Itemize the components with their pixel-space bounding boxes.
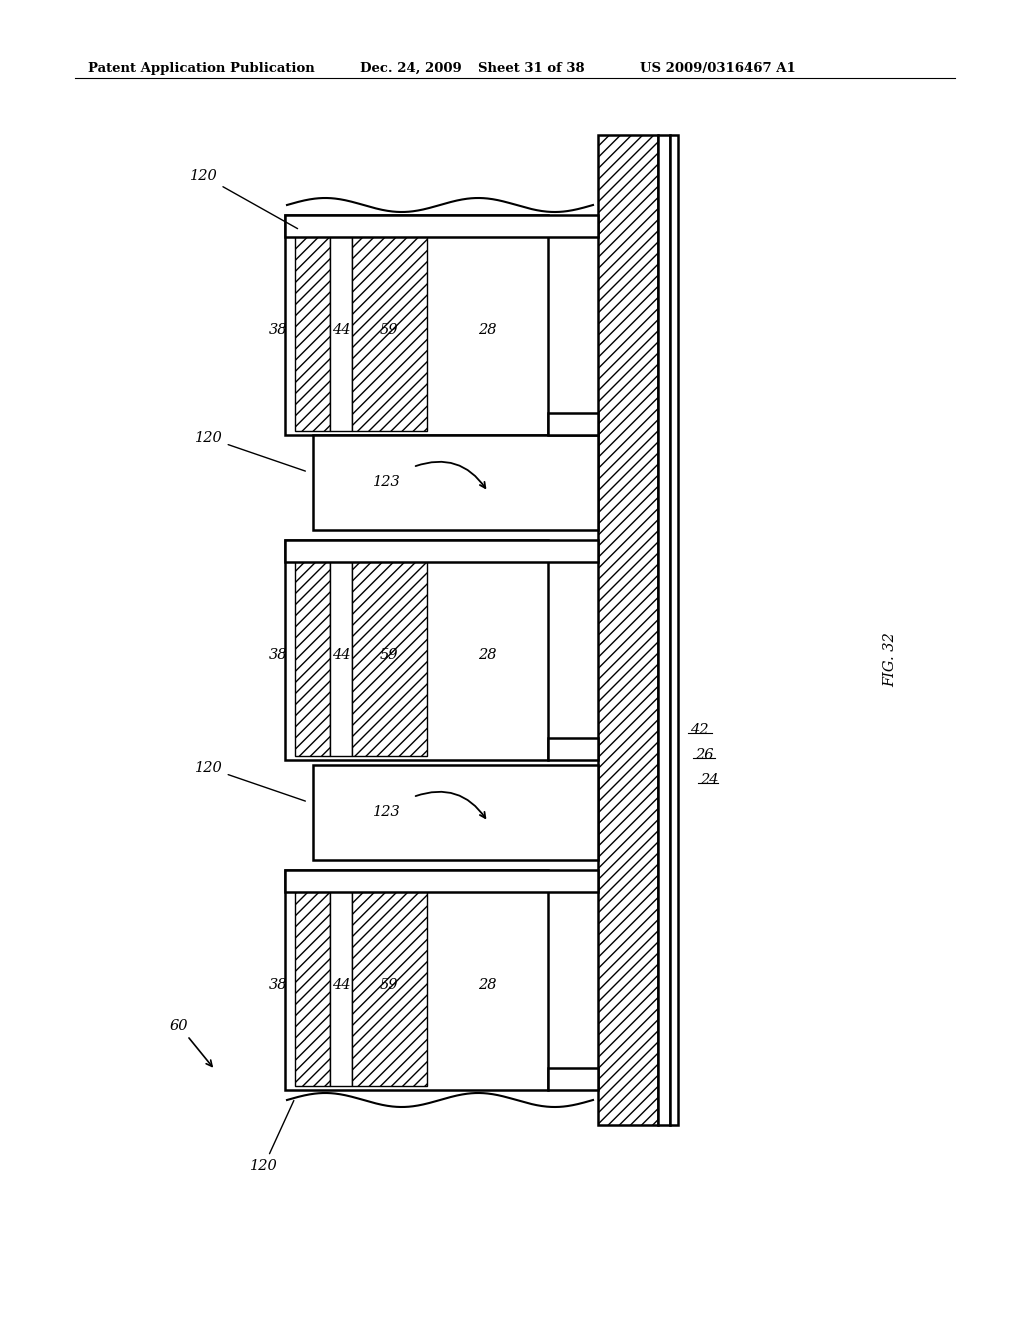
Text: 28: 28 [478, 648, 497, 663]
Text: 42: 42 [690, 723, 709, 737]
Text: 120: 120 [190, 169, 298, 228]
Bar [548, 1068, 598, 1090]
Bar [285, 540, 598, 562]
Text: 28: 28 [478, 323, 497, 337]
Bar [295, 544, 330, 756]
Text: Sheet 31 of 38: Sheet 31 of 38 [478, 62, 585, 75]
Text: 123: 123 [373, 475, 400, 488]
Bar [330, 874, 352, 1086]
Bar [548, 738, 598, 760]
Text: 44: 44 [332, 323, 350, 337]
Text: 123: 123 [373, 805, 400, 818]
Bar [295, 874, 330, 1086]
Text: 59: 59 [380, 323, 398, 337]
Text: Patent Application Publication: Patent Application Publication [88, 62, 314, 75]
Bar [285, 540, 548, 760]
Text: 26: 26 [695, 748, 714, 762]
Bar [658, 135, 670, 1125]
Bar [285, 870, 548, 1090]
Bar [352, 544, 427, 756]
Bar [670, 135, 678, 1125]
Text: US 2009/0316467 A1: US 2009/0316467 A1 [640, 62, 796, 75]
Bar [285, 870, 598, 892]
Bar [313, 436, 598, 531]
Bar [598, 135, 658, 1125]
Bar [330, 544, 352, 756]
Text: 38: 38 [268, 323, 287, 337]
Bar [313, 766, 598, 861]
Text: 120: 120 [195, 432, 305, 471]
Text: 44: 44 [332, 648, 350, 663]
Bar [548, 413, 598, 436]
Text: 120: 120 [195, 762, 305, 801]
Text: 24: 24 [700, 774, 719, 787]
Text: 59: 59 [380, 648, 398, 663]
Text: 38: 38 [268, 648, 287, 663]
Bar [352, 874, 427, 1086]
Text: 60: 60 [170, 1019, 212, 1067]
Bar [330, 219, 352, 432]
Bar [295, 219, 330, 432]
Text: 59: 59 [380, 978, 398, 993]
Text: 120: 120 [250, 1101, 294, 1173]
Text: 38: 38 [268, 978, 287, 993]
Bar [352, 219, 427, 432]
Text: 44: 44 [332, 978, 350, 993]
Bar [285, 215, 598, 238]
Text: Dec. 24, 2009: Dec. 24, 2009 [360, 62, 462, 75]
Text: FIG. 32: FIG. 32 [883, 632, 897, 688]
Bar [285, 215, 548, 436]
Text: 28: 28 [478, 978, 497, 993]
